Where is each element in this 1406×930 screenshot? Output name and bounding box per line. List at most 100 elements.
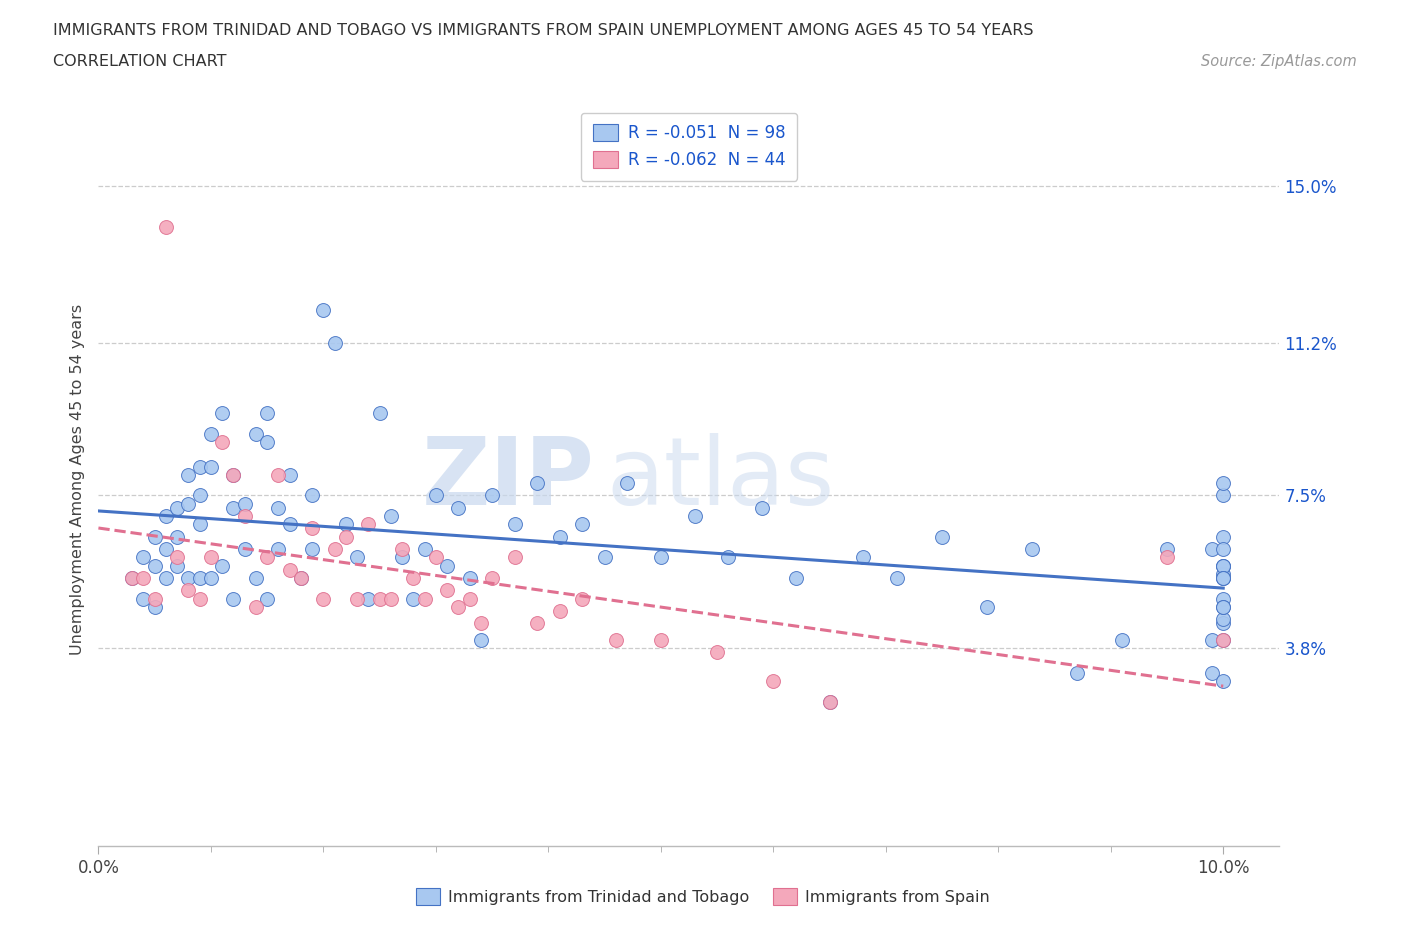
Point — [177, 583, 200, 598]
Point — [1212, 600, 1234, 615]
Point — [301, 488, 323, 503]
Point — [368, 591, 391, 606]
Point — [188, 571, 211, 586]
Point — [166, 550, 188, 565]
Point — [177, 571, 200, 586]
Text: IMMIGRANTS FROM TRINIDAD AND TOBAGO VS IMMIGRANTS FROM SPAIN UNEMPLOYMENT AMONG : IMMIGRANTS FROM TRINIDAD AND TOBAGO VS I… — [53, 23, 1033, 38]
Point — [1156, 541, 1178, 556]
Point — [683, 509, 706, 524]
Point — [1111, 632, 1133, 647]
Point — [1212, 673, 1234, 688]
Point — [650, 550, 672, 565]
Point — [571, 591, 593, 606]
Point — [650, 632, 672, 647]
Point — [526, 475, 548, 490]
Point — [1212, 591, 1234, 606]
Point — [751, 500, 773, 515]
Point — [121, 571, 143, 586]
Point — [155, 509, 177, 524]
Point — [211, 558, 233, 573]
Point — [436, 558, 458, 573]
Point — [1212, 529, 1234, 544]
Point — [425, 488, 447, 503]
Point — [267, 541, 290, 556]
Point — [458, 571, 481, 586]
Point — [548, 604, 571, 618]
Point — [1212, 571, 1234, 586]
Point — [706, 644, 728, 659]
Point — [886, 571, 908, 586]
Point — [391, 541, 413, 556]
Point — [233, 541, 256, 556]
Point — [245, 600, 267, 615]
Point — [548, 529, 571, 544]
Point — [402, 591, 425, 606]
Point — [256, 550, 278, 565]
Point — [571, 517, 593, 532]
Point — [301, 521, 323, 536]
Point — [605, 632, 627, 647]
Point — [1212, 600, 1234, 615]
Point — [1212, 541, 1234, 556]
Point — [368, 405, 391, 420]
Point — [132, 591, 155, 606]
Point — [200, 459, 222, 474]
Point — [470, 632, 492, 647]
Point — [290, 571, 312, 586]
Point — [211, 405, 233, 420]
Point — [222, 468, 245, 483]
Point — [436, 583, 458, 598]
Legend: R = -0.051  N = 98, R = -0.062  N = 44: R = -0.051 N = 98, R = -0.062 N = 44 — [581, 113, 797, 180]
Point — [256, 591, 278, 606]
Y-axis label: Unemployment Among Ages 45 to 54 years: Unemployment Among Ages 45 to 54 years — [69, 303, 84, 655]
Point — [323, 336, 346, 351]
Point — [233, 509, 256, 524]
Point — [200, 426, 222, 441]
Point — [121, 571, 143, 586]
Point — [346, 591, 368, 606]
Point — [503, 517, 526, 532]
Point — [1201, 541, 1223, 556]
Point — [526, 616, 548, 631]
Point — [188, 517, 211, 532]
Point — [312, 591, 335, 606]
Point — [1212, 612, 1234, 627]
Point — [143, 600, 166, 615]
Point — [931, 529, 953, 544]
Point — [447, 600, 470, 615]
Point — [1212, 632, 1234, 647]
Point — [852, 550, 875, 565]
Text: atlas: atlas — [606, 433, 835, 525]
Point — [1212, 632, 1234, 647]
Point — [290, 571, 312, 586]
Point — [976, 600, 998, 615]
Text: Source: ZipAtlas.com: Source: ZipAtlas.com — [1201, 54, 1357, 69]
Point — [717, 550, 740, 565]
Point — [188, 591, 211, 606]
Point — [132, 571, 155, 586]
Point — [1066, 666, 1088, 681]
Point — [222, 468, 245, 483]
Point — [301, 541, 323, 556]
Point — [335, 529, 357, 544]
Point — [245, 571, 267, 586]
Point — [762, 673, 785, 688]
Legend: Immigrants from Trinidad and Tobago, Immigrants from Spain: Immigrants from Trinidad and Tobago, Imm… — [408, 880, 998, 912]
Point — [1212, 475, 1234, 490]
Point — [818, 695, 841, 710]
Point — [278, 517, 301, 532]
Point — [818, 695, 841, 710]
Point — [413, 541, 436, 556]
Point — [312, 302, 335, 317]
Point — [1021, 541, 1043, 556]
Point — [413, 591, 436, 606]
Point — [1201, 666, 1223, 681]
Point — [278, 468, 301, 483]
Point — [1212, 488, 1234, 503]
Point — [188, 459, 211, 474]
Point — [1212, 566, 1234, 581]
Point — [785, 571, 807, 586]
Point — [1212, 558, 1234, 573]
Point — [425, 550, 447, 565]
Point — [1212, 571, 1234, 586]
